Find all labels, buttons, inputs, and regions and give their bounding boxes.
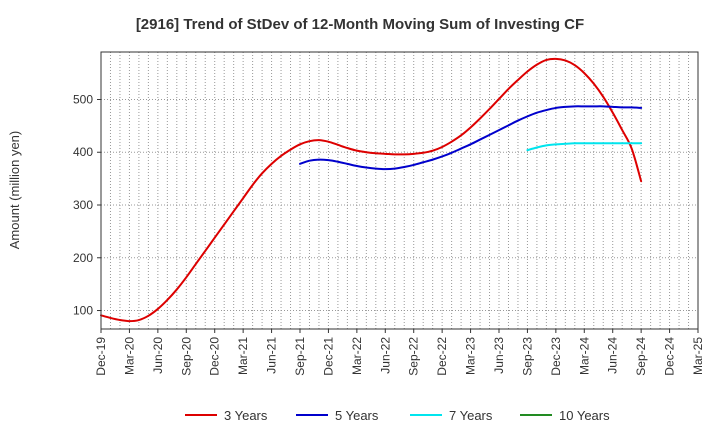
x-tick-label: Mar-23 (464, 337, 478, 375)
x-tick-label: Jun-21 (265, 337, 279, 374)
x-tick-label: Dec-19 (94, 337, 108, 376)
legend-label: 3 Years (224, 408, 268, 423)
series-line-1 (299, 105, 643, 171)
x-tick-label: Mar-22 (350, 337, 364, 375)
x-tick-label: Jun-23 (492, 337, 506, 374)
x-tick-label: Mar-21 (236, 337, 250, 375)
legend-label: 7 Years (449, 408, 493, 423)
x-tick-label: Jun-24 (606, 337, 620, 374)
x-tick-label: Dec-22 (435, 337, 449, 376)
x-tick-label: Sep-24 (634, 337, 648, 376)
x-tick-label: Dec-21 (321, 337, 335, 376)
x-tick-label: Sep-20 (179, 337, 193, 376)
x-tick-label: Mar-25 (691, 337, 705, 375)
x-tick-label: Dec-24 (663, 337, 677, 376)
series-line-0 (100, 57, 643, 323)
legend-label: 5 Years (335, 408, 379, 423)
grid (100, 52, 699, 329)
x-axis: Dec-19 Mar-20 Jun-20 Sep-20 Dec-20 Mar-21 Jun-… (94, 329, 705, 376)
series-line-2 (526, 142, 643, 152)
x-tick-label: Mar-20 (122, 337, 136, 375)
chart-title: [2916] Trend of StDev of 12-Month Moving… (136, 16, 584, 33)
x-tick-label: Sep-23 (520, 337, 534, 376)
x-tick-label: Jun-20 (151, 337, 165, 374)
y-tick-label: 300 (73, 198, 93, 212)
y-axis: 100 200 300 400 500 (73, 92, 101, 318)
x-tick-label: Dec-20 (208, 337, 222, 376)
x-tick-label: Dec-23 (549, 337, 563, 376)
plot-area (100, 51, 699, 330)
y-tick-label: 200 (73, 251, 93, 265)
y-tick-label: 500 (73, 92, 93, 106)
y-tick-label: 400 (73, 145, 93, 159)
x-tick-label: Sep-22 (407, 337, 421, 376)
legend: 3 Years 5 Years 7 Years 10 Years (185, 408, 610, 423)
x-tick-label: Jun-22 (378, 337, 392, 374)
y-axis-label: Amount (million yen) (7, 131, 22, 250)
y-tick-label: 100 (73, 304, 93, 318)
series-lines (100, 57, 643, 323)
x-tick-label: Mar-24 (577, 337, 591, 375)
legend-label: 10 Years (559, 408, 610, 423)
x-tick-label: Sep-21 (293, 337, 307, 376)
